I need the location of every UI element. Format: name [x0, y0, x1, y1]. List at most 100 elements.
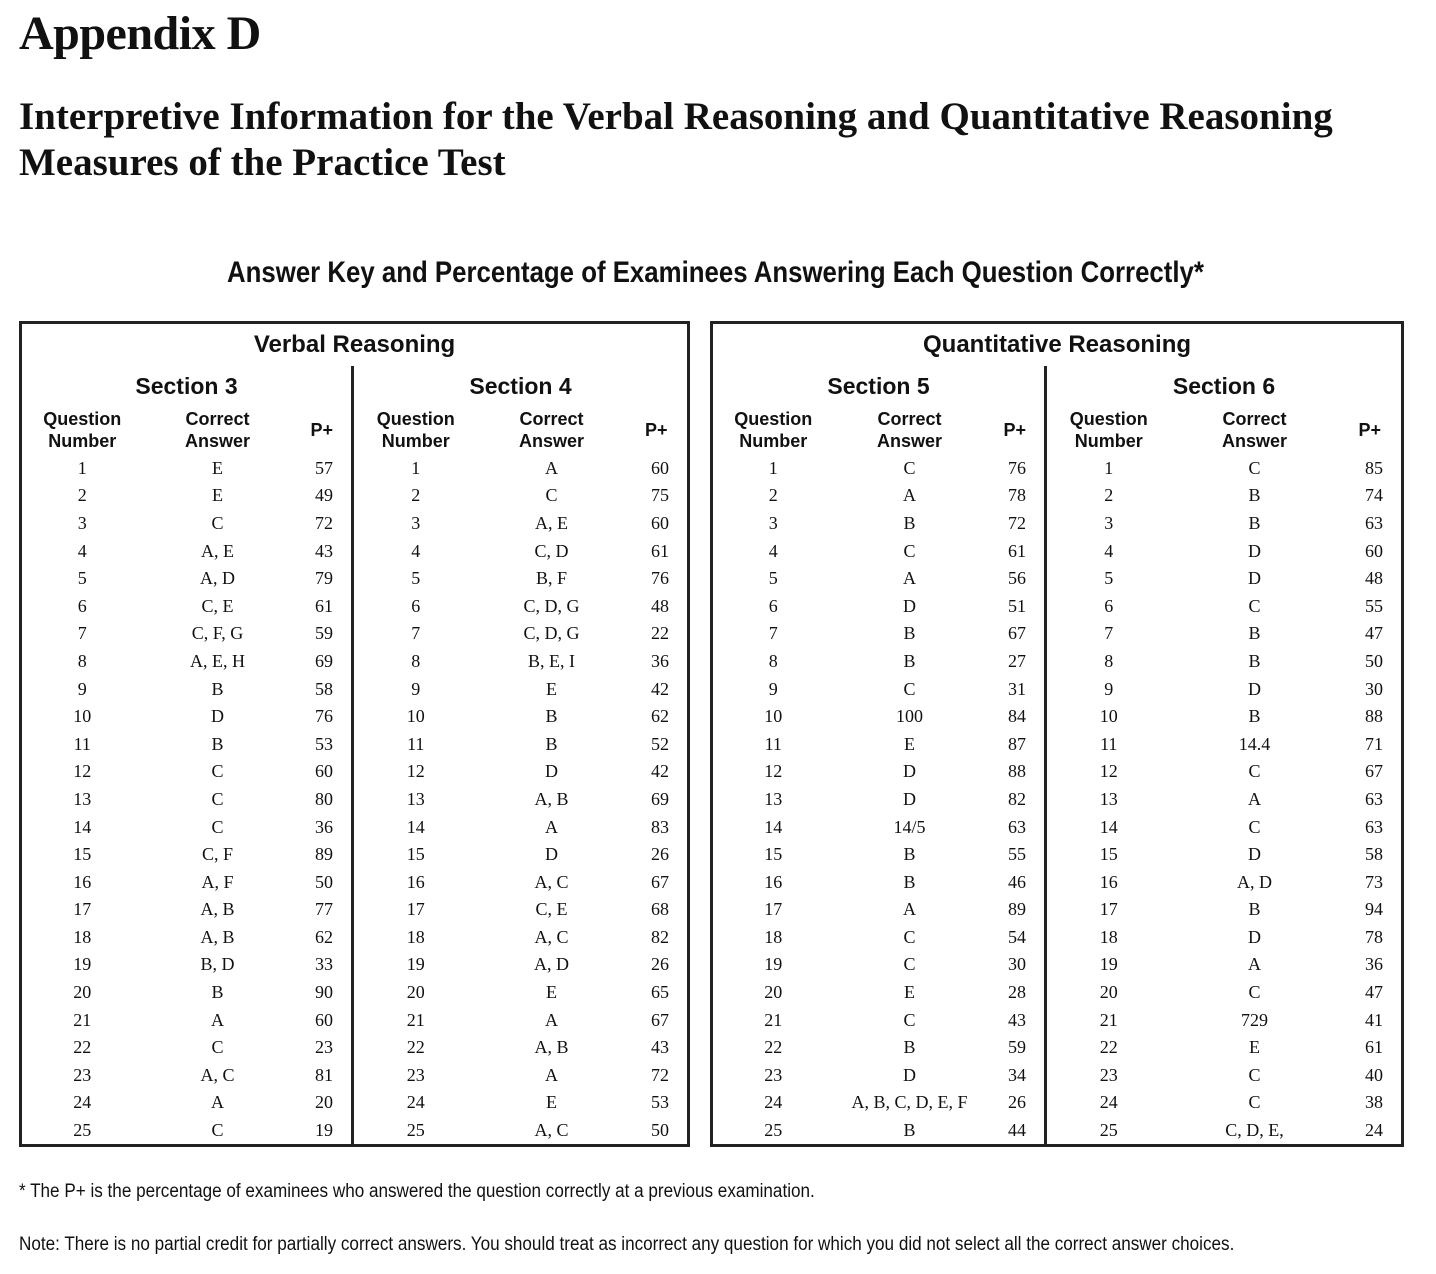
question-number: 16	[351, 867, 478, 896]
question-number: 5	[768, 568, 778, 589]
correct-answer: E	[546, 1092, 557, 1113]
question-number: 13	[73, 788, 92, 809]
table-row: 22 B 59 22 E 61	[712, 1033, 1403, 1062]
p-plus-value: 69	[315, 650, 333, 671]
correct-answer: C	[211, 1120, 224, 1141]
correct-answer: C	[903, 1009, 916, 1030]
correct-answer: B, E, I	[528, 650, 575, 671]
correct-answer: D	[903, 788, 916, 809]
question-number: 1	[351, 454, 478, 482]
p-plus-value: 44	[1008, 1120, 1026, 1141]
measure-header: Quantitative Reasoning	[922, 331, 1192, 358]
correct-answer: D	[903, 1064, 916, 1085]
p-plus-value: 76	[315, 706, 333, 727]
table-row: 11 B 53 11 B 52	[21, 729, 689, 758]
question-number: 17	[1044, 895, 1171, 924]
table-row: 13 C 80 13 A, B 69	[21, 785, 689, 813]
p-plus-value: 68	[651, 899, 670, 920]
question-number: 18	[1044, 923, 1171, 951]
table-row: 22 C 23 22 A, B 43	[21, 1033, 689, 1062]
question-number: 25	[351, 1116, 478, 1146]
p-plus-value: 31	[1008, 678, 1026, 699]
p-plus-value: 90	[315, 982, 333, 1003]
correct-answer: B, D	[200, 954, 235, 975]
correct-answer: B	[211, 678, 224, 699]
correct-answer: C	[1248, 595, 1261, 616]
p-plus-value: 36	[651, 650, 670, 671]
correct-answer: B	[903, 1120, 916, 1141]
table-row: 23 D 34 23 C 40	[712, 1061, 1403, 1089]
p-plus-value: 48	[651, 595, 670, 616]
section-header: Section 4	[350, 366, 689, 406]
question-number: 10	[73, 706, 92, 727]
p-plus-value: 59	[315, 623, 333, 644]
table-row: 16 A, F 50 16 A, C 67	[21, 867, 689, 896]
question-number-header: Question Number	[43, 409, 122, 451]
p-plus-value: 77	[315, 899, 333, 920]
question-number: 20	[764, 982, 783, 1003]
question-number: 10	[764, 706, 783, 727]
p-plus-value: 78	[1365, 926, 1384, 947]
correct-answer: C	[903, 926, 916, 947]
table-row: 9 C 31 9 D 30	[712, 674, 1403, 703]
table-row: 12 C 60 12 D 42	[21, 757, 689, 786]
question-number: 14	[764, 816, 783, 837]
quantitative-reasoning-table: Quantitative Reasoning Section 5 Section 6…	[710, 321, 1405, 1147]
table-row: 6 D 51 6 C 55	[712, 591, 1403, 620]
question-number: 23	[1044, 1061, 1171, 1089]
question-number: 13	[764, 788, 783, 809]
p-plus-value: 67	[651, 1009, 670, 1030]
question-number: 2	[351, 481, 478, 510]
p-plus-value: 30	[1008, 954, 1026, 975]
p-plus-value: 55	[1365, 595, 1384, 616]
question-number: 6	[1044, 591, 1171, 620]
correct-answer: D	[903, 761, 916, 782]
p-plus-value: 88	[1008, 761, 1026, 782]
question-number: 9	[77, 678, 87, 699]
question-number: 17	[351, 895, 478, 924]
question-number: 25	[73, 1120, 92, 1141]
table-row: 20 E 28 20 C 47	[712, 978, 1403, 1006]
correct-answer: A, E	[201, 540, 234, 561]
question-number: 6	[768, 595, 778, 616]
correct-answer: A, C	[534, 1120, 569, 1141]
p-plus-value: 49	[315, 485, 333, 506]
question-number: 9	[351, 674, 478, 703]
correct-answer: C	[1248, 1092, 1261, 1113]
p-plus-value: 34	[1008, 1064, 1026, 1085]
table-row: 17 A, B 77 17 C, E 68	[21, 895, 689, 924]
table-row: 5 A, D 79 5 B, F 76	[21, 564, 689, 592]
correct-answer: D	[1248, 540, 1261, 561]
correct-answer: C, D, G	[523, 595, 580, 616]
question-number: 4	[77, 540, 87, 561]
correct-answer: B	[903, 512, 916, 533]
correct-answer-header: Correct Answer	[184, 409, 251, 451]
p-plus-value: 60	[315, 761, 333, 782]
table-row: 10 100 84 10 B 88	[712, 702, 1403, 730]
p-plus-value: 82	[651, 926, 670, 947]
correct-answer: C, E	[535, 899, 568, 920]
p-plus-value: 28	[1008, 982, 1026, 1003]
p-plus-header: P+	[310, 420, 334, 440]
p-plus-value: 58	[1365, 844, 1384, 865]
question-number: 5	[351, 564, 478, 592]
p-plus-value: 26	[651, 954, 670, 975]
correct-answer: B	[1248, 706, 1261, 727]
correct-answer: B	[545, 733, 558, 754]
p-plus-value: 62	[651, 706, 670, 727]
correct-answer: A	[1248, 954, 1261, 975]
question-number: 12	[351, 757, 478, 786]
question-number: 23	[351, 1061, 478, 1089]
table-row: 23 A, C 81 23 A 72	[21, 1061, 689, 1089]
p-plus-value: 50	[315, 871, 333, 892]
p-plus-value: 56	[1008, 568, 1026, 589]
correct-answer: E	[1249, 1037, 1260, 1058]
correct-answer: B	[1248, 512, 1261, 533]
question-number: 15	[73, 844, 92, 865]
correct-answer: C	[1248, 457, 1261, 478]
p-plus-value: 36	[315, 816, 333, 837]
table-row: 24 A, B, C, D, E, F 26 24 C 38	[712, 1088, 1403, 1117]
correct-answer: D	[1248, 844, 1261, 865]
question-number: 19	[1044, 950, 1171, 979]
question-number: 22	[1044, 1033, 1171, 1062]
